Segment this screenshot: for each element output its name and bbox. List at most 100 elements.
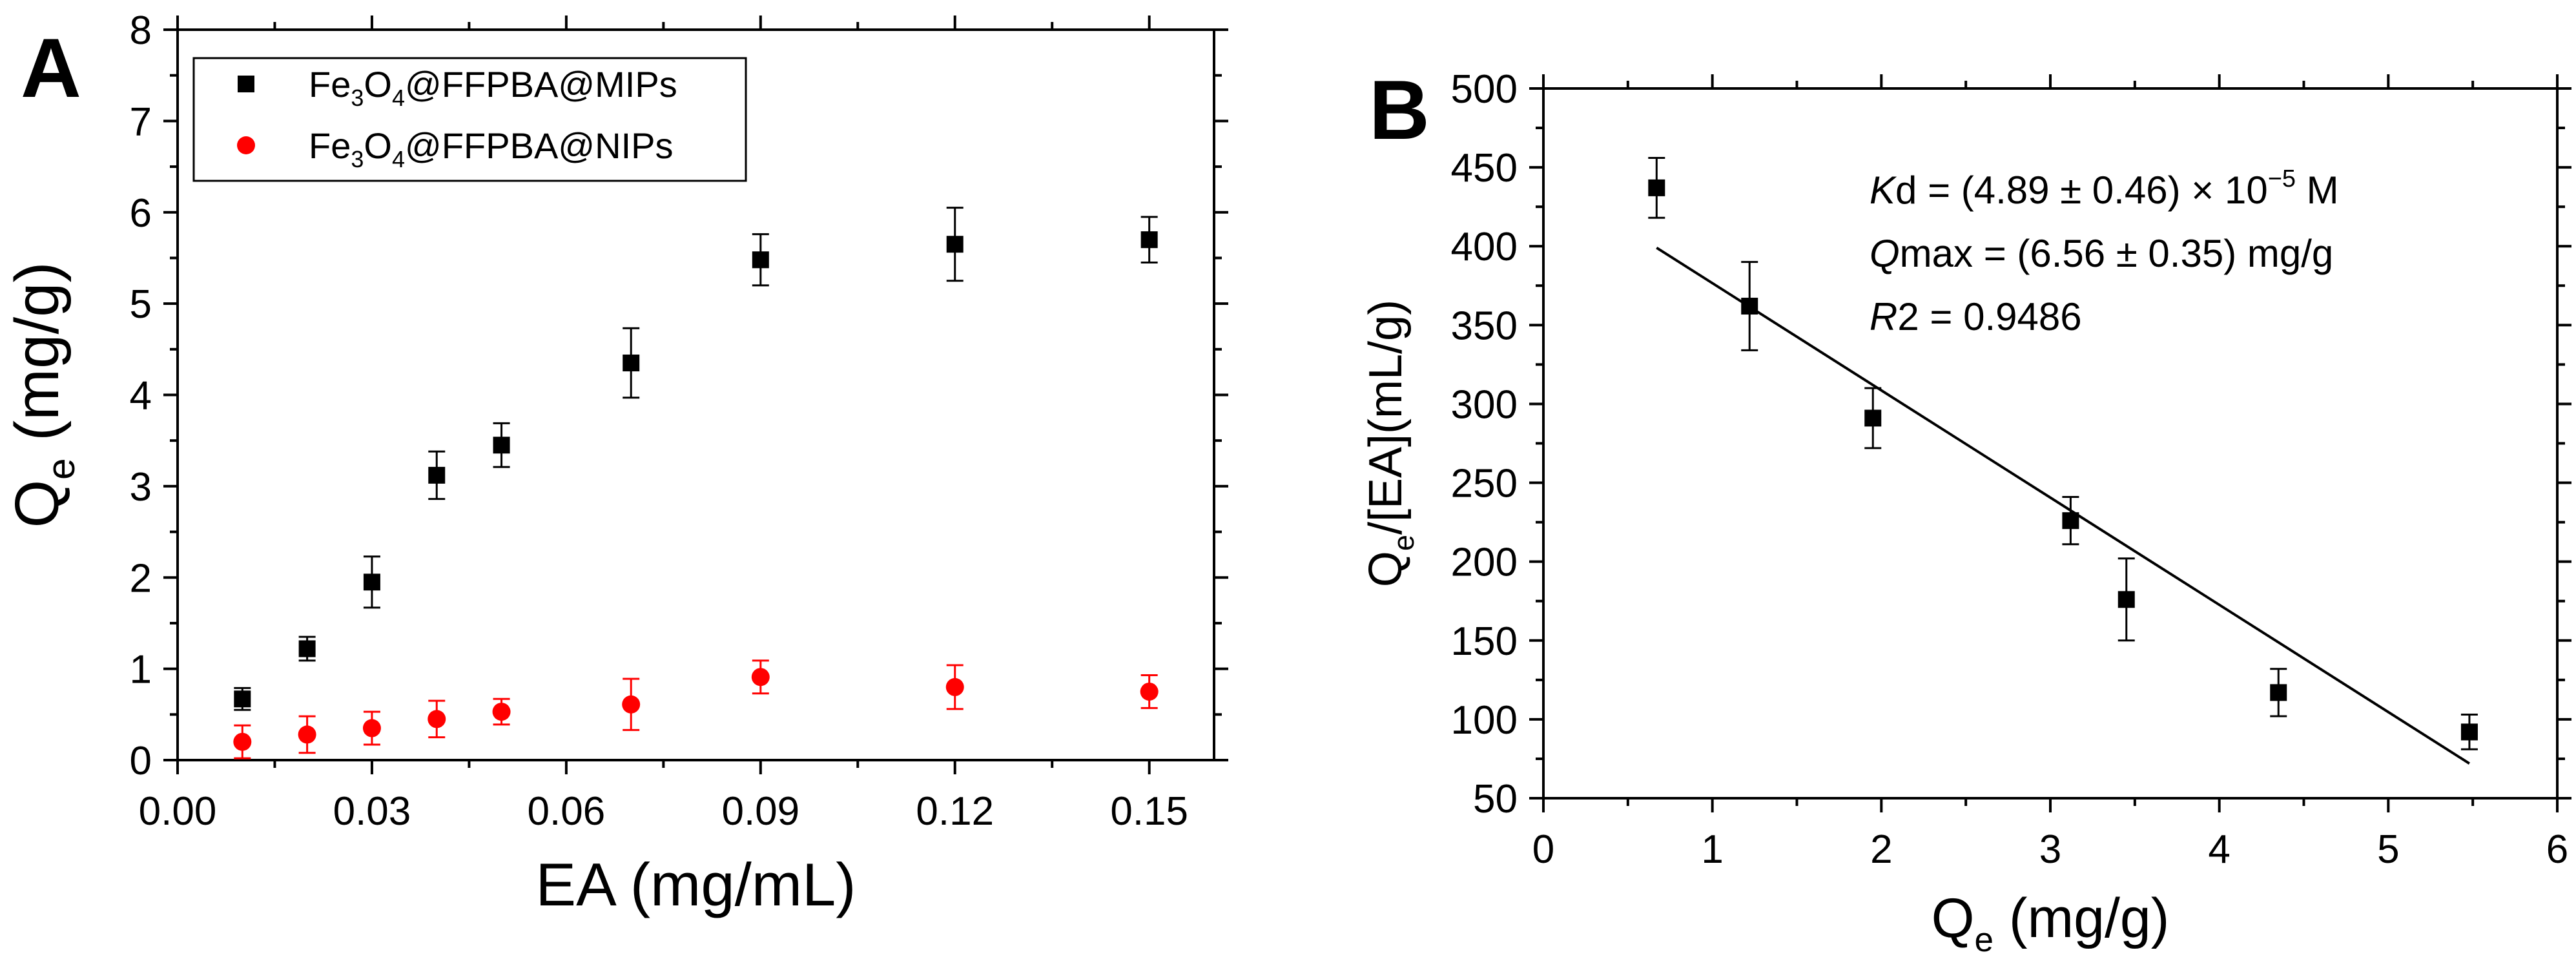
y-tick-label: 0 — [130, 739, 152, 783]
legend-text: Fe — [309, 125, 351, 166]
annotation-text: max = (6.56 ± 0.35) mg/g — [1900, 232, 2334, 275]
data-point-square — [1140, 231, 1158, 249]
y-tick-label: 200 — [1451, 541, 1518, 585]
chart-panel-a: 0.00 0.03 0.06 0.09 0.12 0.15 0 1 2 3 4 5 6 7 8 EA (mg/… — [3, 8, 1228, 918]
y-tick-label: 500 — [1451, 67, 1518, 112]
y-tick-label: 1 — [130, 648, 152, 692]
y-axis-title-base: Q — [3, 480, 72, 528]
x-tick-label: 2 — [1870, 827, 1892, 872]
x-tick-label: 0 — [1532, 827, 1554, 872]
legend-text: Fe — [309, 64, 351, 105]
data-point-circle — [751, 668, 770, 686]
panel-label-b: B — [1369, 63, 1430, 157]
data-point-circle — [362, 719, 381, 738]
data-point-square — [428, 466, 446, 484]
data-point-square — [2460, 723, 2478, 741]
data-point-square — [1864, 409, 1882, 427]
y-tick-label: 250 — [1451, 462, 1518, 506]
data-point-circle — [233, 732, 252, 751]
y-tick-label: 100 — [1451, 698, 1518, 743]
data-point-square — [623, 355, 640, 372]
x-tick-label: 0.12 — [916, 789, 994, 834]
x-tick-label: 0.06 — [528, 789, 606, 834]
y-tick-label: 6 — [130, 191, 152, 236]
y-axis-title-sub: e — [1387, 535, 1420, 551]
y-tick-label: 150 — [1451, 619, 1518, 664]
x-tick-label: 3 — [2039, 827, 2061, 872]
legend-text: @FFPBA@NIPs — [405, 125, 674, 166]
y-tick-label: 350 — [1451, 304, 1518, 348]
x-tick-label: 6 — [2546, 827, 2568, 872]
annotation-italic: K — [1870, 169, 1897, 212]
data-point-square — [1741, 298, 1758, 315]
annotation-text: 2 = 0.9486 — [1897, 295, 2081, 338]
y-axis-title-base: Q — [1360, 551, 1412, 587]
x-axis-title-rest: (mg/g) — [1994, 887, 2169, 949]
legend-text: @FFPBA@MIPs — [405, 64, 677, 105]
x-axis-title-sub: e — [1975, 921, 1994, 959]
annotation: R2 = 0.9486 — [1870, 295, 2082, 338]
legend-marker-square — [238, 76, 254, 92]
y-tick-label: 450 — [1451, 146, 1518, 191]
annotation: Kd = (4.89 ± 0.46) × 10−5 M — [1870, 165, 2339, 212]
data-point-circle — [492, 703, 511, 721]
data-point-circle — [298, 725, 316, 744]
panel-label-a: A — [21, 21, 81, 115]
y-tick-label: 8 — [130, 8, 152, 53]
y-axis-title-sub: e — [39, 458, 83, 479]
y-tick-label: 300 — [1451, 382, 1518, 427]
data-point-square — [298, 640, 316, 657]
x-axis-title-base: Q — [1932, 887, 1975, 949]
y-tick-label: 50 — [1473, 777, 1518, 821]
x-axis-title: Qe (mg/g) — [1932, 887, 2170, 959]
annotation-text: d = (4.89 ± 0.46) × 10 — [1895, 169, 2268, 212]
annotations: Kd = (4.89 ± 0.46) × 10−5 M Qmax = (6.56 … — [1870, 165, 2339, 338]
data-point-square — [2062, 512, 2079, 530]
data-point-square — [363, 573, 380, 591]
x-tick-label: 5 — [2377, 827, 2399, 872]
x-tick-label: 4 — [2208, 827, 2230, 872]
data-point-square — [2270, 684, 2287, 701]
y-axis-title: Qe/[EA](mL/g) — [1360, 300, 1420, 587]
x-axis-title: EA (mg/mL) — [535, 851, 856, 918]
x-tick-label: 0.15 — [1110, 789, 1188, 834]
x-tick-label: 1 — [1701, 827, 1723, 872]
legend-text: O — [364, 64, 392, 105]
annotation-tail: M — [2296, 169, 2339, 212]
data-point-square — [493, 437, 510, 454]
y-tick-label: 7 — [130, 99, 152, 144]
data-point-square — [234, 690, 251, 708]
annotation: Qmax = (6.56 ± 0.35) mg/g — [1870, 232, 2333, 275]
x-tick-label: 0.09 — [721, 789, 799, 834]
y-tick-label: 5 — [130, 282, 152, 327]
data-point-circle — [622, 695, 641, 714]
legend-box — [192, 57, 747, 182]
annotation-italic: Q — [1870, 232, 1900, 275]
annotation-italic: R — [1870, 295, 1897, 338]
chart-panel-b: 0 1 2 3 4 5 6 50 100 150 200 250 300 350 400 450 500 Qe (… — [1360, 67, 2571, 959]
data-point-square — [2117, 591, 2135, 608]
legend-marker-circle — [237, 136, 255, 154]
y-tick-label: 4 — [130, 374, 152, 418]
data-point-square — [752, 251, 769, 269]
y-tick-label: 400 — [1451, 225, 1518, 269]
legend-sub: 3 — [351, 146, 364, 172]
y-axis-title-rest: (mg/g) — [3, 262, 72, 458]
legend-sub: 3 — [351, 85, 364, 111]
fit-line — [1656, 246, 2471, 765]
legend-sub: 4 — [392, 85, 405, 111]
data-point-square — [1648, 179, 1665, 196]
x-tick-label: 0.00 — [139, 789, 217, 834]
data-point-circle — [428, 710, 446, 728]
y-tick-label: 2 — [130, 556, 152, 601]
legend-sub: 4 — [392, 146, 405, 172]
x-tick-label: 0.03 — [333, 789, 411, 834]
y-axis-title: Qe (mg/g) — [3, 262, 83, 528]
legend-text: O — [364, 125, 392, 166]
data-point-circle — [945, 677, 964, 696]
legend-label: Fe3O4@FFPBA@NIPs — [309, 125, 674, 172]
annotation-sup: −5 — [2268, 165, 2296, 192]
data-point-circle — [1140, 682, 1159, 701]
